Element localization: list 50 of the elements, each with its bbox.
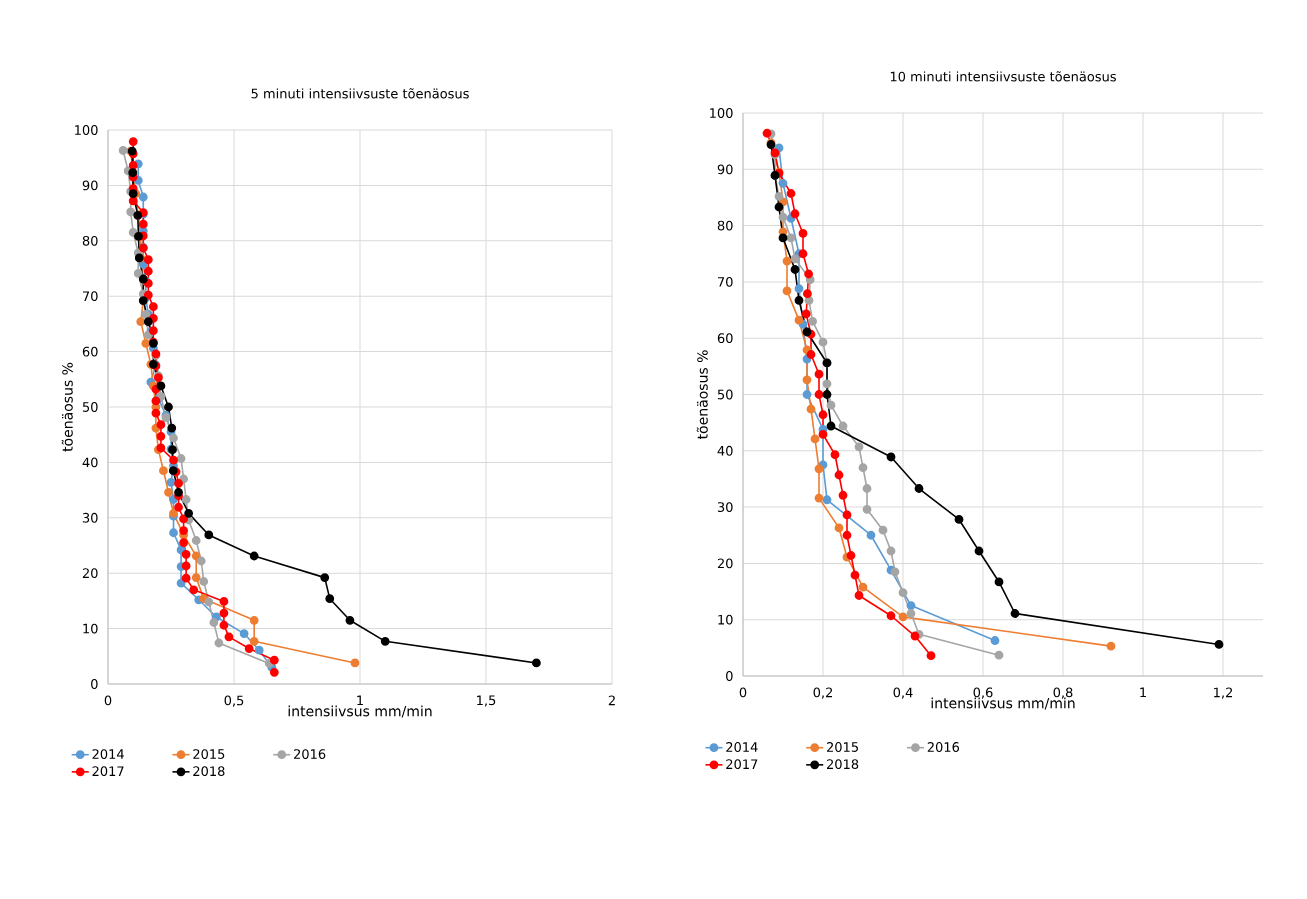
y-tick-label: 30: [82, 512, 98, 523]
y-tick-label: 80: [717, 220, 733, 231]
y-tick-label: 0: [726, 671, 733, 681]
y-axis-title: tõenäosus %: [61, 362, 73, 452]
x-tick-label: 0,5: [224, 695, 244, 707]
x-tick-label: 0,2: [813, 687, 833, 699]
x-tick-label: 0,6: [973, 687, 993, 699]
x-tick-label: 1: [1140, 687, 1146, 697]
x-tick-label: 0: [739, 687, 747, 698]
x-axis-title: intensiivsus mm/min: [288, 705, 432, 718]
y-tick-label: 30: [717, 502, 733, 513]
legend-label: 2014: [726, 742, 758, 752]
y-tick-label: 90: [82, 180, 98, 191]
x-tick-label: 0,8: [1053, 687, 1073, 699]
x-tick-label: 1: [357, 695, 363, 705]
y-tick-label: 80: [82, 235, 98, 246]
x-tick-label: 1,2: [1214, 687, 1233, 699]
y-tick-label: 20: [717, 558, 733, 569]
chart-title: 5 minuti intensiivsuste tõenäosus: [251, 88, 469, 99]
y-tick-label: 40: [717, 445, 733, 456]
y-tick-label: 50: [82, 402, 98, 412]
x-tick-label: 0: [104, 695, 112, 706]
legend-label: 2014: [92, 749, 124, 759]
legend-label: 2016: [294, 749, 326, 759]
y-tick-label: 100: [710, 108, 733, 118]
y-axis-title: tõenäosus %: [696, 350, 708, 440]
legend-label: 2018: [193, 766, 225, 777]
y-tick-label: 70: [718, 276, 733, 287]
legend-label: 2015: [826, 742, 858, 752]
y-tick-label: 50: [717, 389, 733, 400]
y-tick-label: 100: [75, 125, 98, 135]
y-tick-label: 70: [83, 291, 98, 302]
y-tick-label: 60: [717, 333, 733, 344]
x-tick-label: 2: [608, 695, 615, 706]
legend-label: 2018: [826, 759, 859, 770]
y-tick-label: 40: [82, 457, 98, 468]
legend-label: 2016: [927, 742, 960, 752]
legend-label: 2017: [92, 766, 124, 777]
y-tick-label: 0: [91, 679, 98, 689]
y-tick-label: 10: [718, 614, 733, 625]
y-tick-label: 90: [717, 164, 733, 175]
x-tick-label: 1,5: [477, 695, 496, 707]
y-tick-label: 60: [82, 346, 98, 357]
y-tick-label: 20: [82, 568, 98, 579]
chart-title: 10 minuti intensiivsuste tõenäosus: [890, 71, 1116, 82]
x-axis-title: intensiivsus mm/min: [931, 697, 1075, 710]
x-tick-label: 0,4: [893, 687, 913, 699]
legend-label: 2015: [193, 749, 225, 759]
legend-label: 2017: [726, 759, 758, 770]
y-tick-label: 10: [83, 623, 98, 634]
